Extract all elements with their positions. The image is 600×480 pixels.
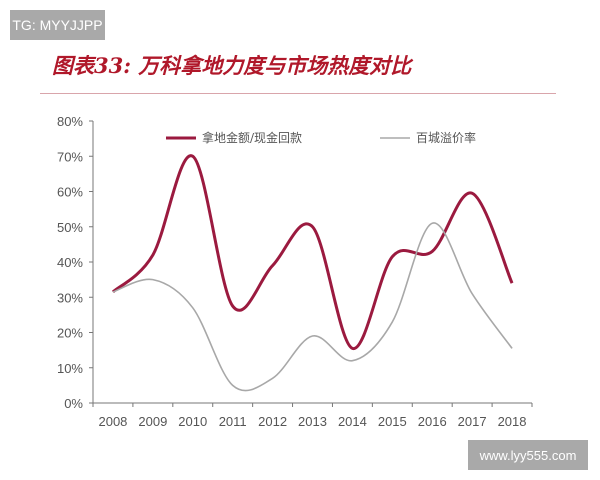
y-tick-label: 50%	[57, 220, 83, 235]
x-tick-label: 2012	[258, 414, 287, 429]
chart-title: 图表33: 万科拿地力度与市场热度对比	[52, 53, 412, 78]
series-line-premium-rate	[112, 222, 513, 392]
legend-label: 百城溢价率	[416, 130, 476, 145]
watermark-top-left: TG: MYYJJPP	[10, 10, 105, 40]
x-tick-label: 2013	[298, 414, 327, 429]
y-tick-label: 60%	[57, 185, 83, 200]
legend-label: 拿地金额/现金回款	[202, 130, 302, 145]
y-tick-label: 80%	[57, 114, 83, 129]
x-tick-label: 2015	[378, 414, 407, 429]
y-tick-label: 0%	[64, 396, 83, 411]
x-tick-label: 2009	[138, 414, 167, 429]
watermark-bottom-right: www.lyy555.com	[468, 440, 588, 470]
x-tick-label: 2014	[338, 414, 367, 429]
x-tick-label: 2018	[498, 414, 527, 429]
y-tick-label: 70%	[57, 149, 83, 164]
x-tick-label: 2010	[178, 414, 207, 429]
x-tick-label: 2011	[219, 414, 247, 429]
y-tick-label: 10%	[57, 361, 83, 376]
x-tick-label: 2017	[458, 414, 487, 429]
y-tick-label: 30%	[57, 290, 83, 305]
series-line-land-ratio	[111, 154, 514, 350]
x-tick-label: 2016	[418, 414, 447, 429]
y-tick-label: 20%	[57, 326, 83, 341]
title-divider	[40, 93, 556, 94]
x-tick-label: 2008	[98, 414, 127, 429]
y-tick-label: 40%	[57, 255, 83, 270]
